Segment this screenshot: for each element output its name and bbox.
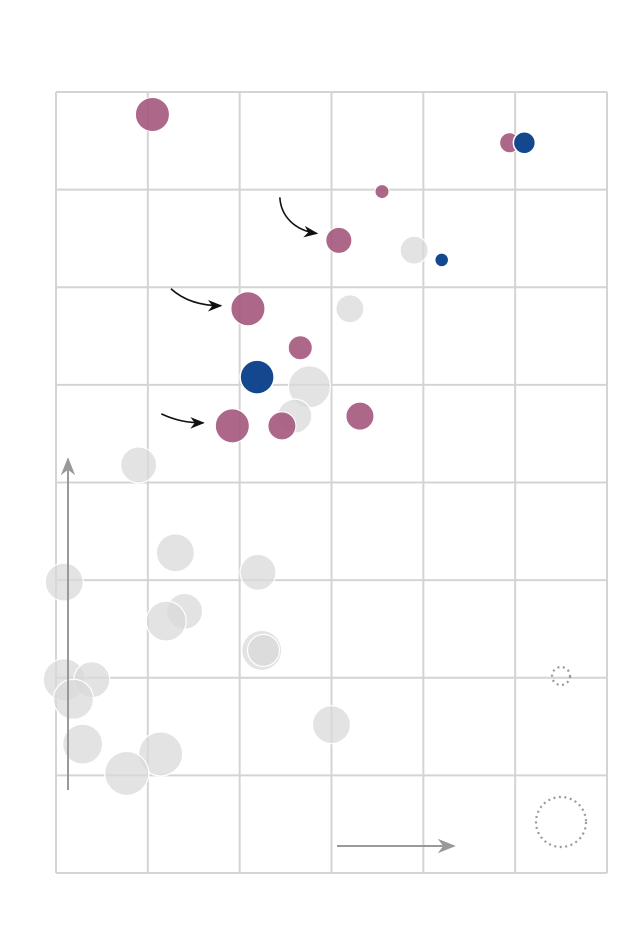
highlight-point	[214, 408, 250, 444]
accent-point	[239, 359, 275, 395]
accent-point	[433, 252, 450, 268]
axis-arrows	[60, 457, 456, 854]
muted-point	[52, 678, 95, 720]
muted-point	[44, 562, 84, 602]
muted-point	[311, 705, 352, 745]
muted-point	[246, 633, 281, 668]
highlight-point	[345, 401, 375, 431]
highlight-point	[287, 335, 313, 361]
size-legend	[534, 665, 588, 849]
grid	[55, 91, 608, 874]
muted-point	[399, 235, 429, 265]
muted-point	[239, 553, 277, 591]
highlight-point	[325, 226, 353, 254]
accent-points	[239, 131, 537, 395]
muted-point	[62, 723, 104, 765]
muted-point	[145, 600, 187, 642]
muted-point	[120, 446, 158, 484]
muted-point	[138, 731, 184, 777]
annotation-arrow	[279, 197, 319, 238]
highlight-point	[374, 184, 390, 200]
accent-point	[512, 131, 537, 155]
muted-point	[104, 750, 150, 797]
size-legend-large-circle	[534, 795, 588, 849]
annotations	[160, 197, 319, 429]
muted-points	[42, 235, 429, 797]
highlight-point	[134, 96, 170, 132]
size-legend-small-circle	[550, 665, 572, 687]
highlight-point	[267, 411, 297, 441]
annotation-arrow	[170, 288, 223, 312]
highlight-point	[230, 291, 266, 327]
muted-point	[155, 533, 195, 573]
muted-point	[335, 294, 365, 324]
annotation-arrow	[160, 413, 205, 429]
